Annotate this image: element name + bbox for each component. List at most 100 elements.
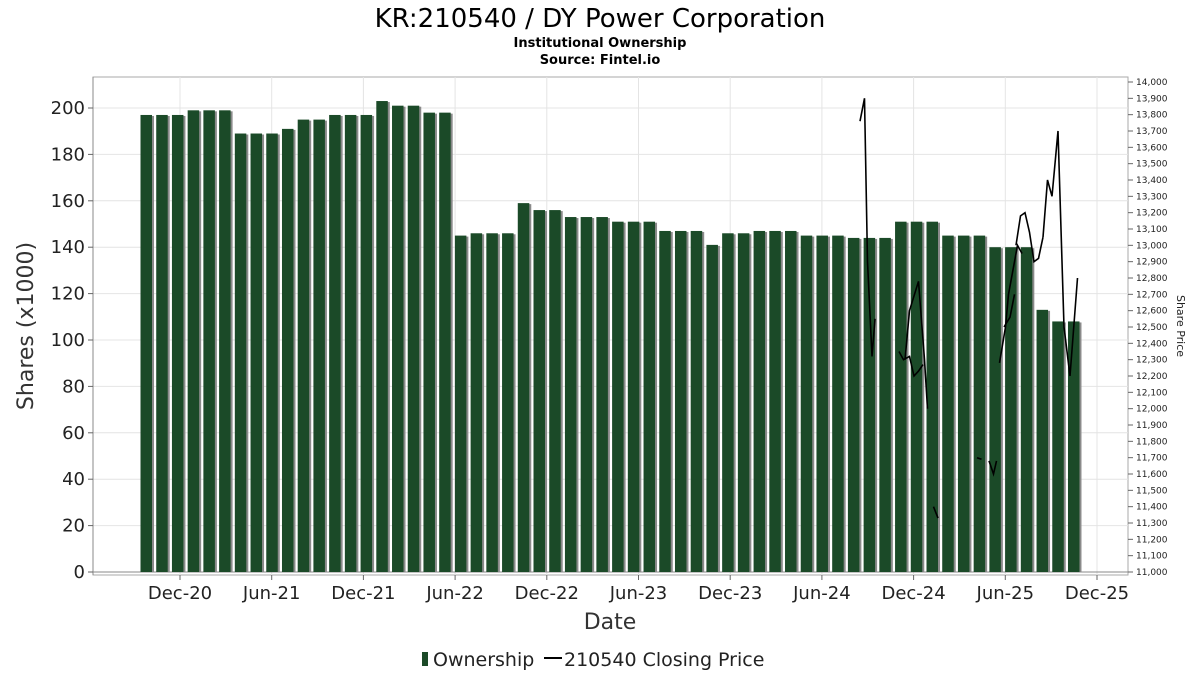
chart-subtitle: Institutional Ownership — [514, 36, 687, 51]
ownership-bar — [957, 235, 970, 572]
ownership-bar — [847, 237, 860, 573]
ownership-bar — [753, 230, 766, 572]
ownership-bar — [879, 237, 891, 573]
legend-item-ownership: Ownership — [433, 649, 534, 671]
y-axis-right: 11,000 11,100 11,200 11,300 11,400 11,500 11,6… — [1128, 78, 1168, 578]
ownership-bar — [313, 119, 325, 572]
y-right-tick-label: 13,200 — [1136, 209, 1168, 219]
ownership-bar — [1052, 321, 1064, 572]
ownership-bar — [423, 112, 435, 572]
y-right-tick-label: 12,900 — [1136, 258, 1168, 268]
y-tick-label: 80 — [62, 376, 85, 397]
y-tick-label: 100 — [51, 330, 85, 351]
y-right-tick-label: 12,200 — [1136, 372, 1168, 382]
ownership-bar — [769, 230, 781, 572]
x-tick-label: Dec-25 — [1065, 583, 1129, 604]
ownership-bar — [564, 217, 577, 573]
ownership-bar — [486, 233, 498, 572]
ownership-bar — [816, 235, 828, 572]
ownership-bar — [1067, 321, 1080, 572]
ownership-bar — [596, 217, 608, 573]
ownership-bar — [344, 114, 357, 573]
y-tick-label: 180 — [51, 144, 85, 165]
ownership-bar — [360, 114, 373, 573]
ownership-bar — [234, 133, 247, 572]
y-right-tick-label: 12,000 — [1136, 405, 1168, 415]
ownership-bar — [470, 233, 483, 572]
ownership-bar — [706, 244, 718, 572]
x-tick-label: Jun-24 — [792, 583, 851, 604]
ownership-bar — [737, 233, 750, 572]
ownership-bar — [297, 119, 310, 572]
y-right-tick-label: 11,300 — [1136, 519, 1168, 529]
ownership-bar — [549, 210, 561, 572]
ownership-bar — [156, 114, 168, 573]
y-right-tick-label: 11,200 — [1136, 535, 1168, 545]
ownership-bar — [407, 105, 420, 573]
ownership-bar — [187, 110, 200, 572]
y-tick-label: 140 — [51, 237, 85, 258]
ownership-bar — [659, 230, 671, 572]
y-axis-right-label: Share Price — [1174, 295, 1187, 357]
price-line-segment — [1015, 211, 1044, 264]
y-tick-label: 160 — [51, 191, 85, 212]
ownership-bar — [942, 235, 954, 572]
y-right-tick-label: 13,100 — [1136, 225, 1168, 235]
ownership-bar — [1020, 247, 1033, 572]
y-right-tick-label: 13,700 — [1136, 127, 1168, 137]
ownership-bar — [281, 128, 294, 572]
ownership-bar — [863, 237, 876, 573]
ownership-bar — [533, 210, 545, 572]
chart-source: Source: Fintel.io — [540, 53, 661, 68]
ownership-bar — [910, 221, 923, 572]
x-tick-label: Jun-25 — [976, 583, 1035, 604]
ownership-bar — [926, 221, 938, 572]
y-tick-label: 0 — [74, 562, 85, 583]
ownership-bar — [140, 114, 152, 573]
ownership-bar — [439, 112, 451, 572]
x-tick-label: Jun-22 — [425, 583, 484, 604]
ownership-bar — [219, 110, 231, 572]
y-right-tick-label: 11,900 — [1136, 421, 1168, 431]
y-tick-label: 60 — [62, 423, 85, 444]
y-right-tick-label: 11,800 — [1136, 437, 1168, 447]
y-right-tick-label: 13,800 — [1136, 111, 1168, 121]
price-line-segment — [904, 281, 929, 409]
y-right-tick-label: 11,500 — [1136, 486, 1168, 496]
x-tick-label: Dec-21 — [331, 583, 395, 604]
ownership-bar — [895, 221, 907, 572]
price-line-segment — [932, 506, 939, 519]
y-right-tick-label: 11,700 — [1136, 454, 1168, 464]
y-right-tick-label: 13,600 — [1136, 143, 1168, 153]
legend-item-closing-price: 210540 Closing Price — [564, 649, 764, 671]
y-right-tick-label: 13,000 — [1136, 241, 1168, 251]
ownership-bar — [454, 235, 467, 572]
x-tick-label: Dec-22 — [515, 583, 579, 604]
y-right-tick-label: 12,100 — [1136, 388, 1168, 398]
price-line-segment — [988, 460, 998, 477]
x-axis-label: Date — [584, 610, 637, 635]
y-axis-label: Shares (x1000) — [14, 242, 39, 410]
x-tick-label: Jun-23 — [609, 583, 668, 604]
price-line-segment — [1042, 130, 1079, 377]
ownership-bar — [973, 235, 986, 572]
y-tick-label: 200 — [51, 98, 85, 119]
ownership-bar — [580, 217, 593, 573]
y-right-tick-label: 13,500 — [1136, 160, 1168, 170]
bars-group — [140, 101, 1082, 573]
ownership-bar — [517, 203, 530, 572]
y-right-tick-label: 11,400 — [1136, 503, 1168, 513]
ownership-bar — [612, 221, 624, 572]
y-right-tick-label: 12,300 — [1136, 356, 1168, 366]
ownership-bar — [832, 235, 844, 572]
y-tick-label: 20 — [62, 516, 85, 537]
y-tick-label: 120 — [51, 284, 85, 305]
ownership-bar — [722, 233, 734, 572]
ownership-bar — [785, 230, 797, 572]
price-line-segment — [859, 98, 876, 357]
x-tick-label: Dec-23 — [698, 583, 762, 604]
ownership-bar — [800, 235, 813, 572]
ownership-bar — [674, 230, 687, 572]
ownership-bar — [690, 230, 703, 572]
